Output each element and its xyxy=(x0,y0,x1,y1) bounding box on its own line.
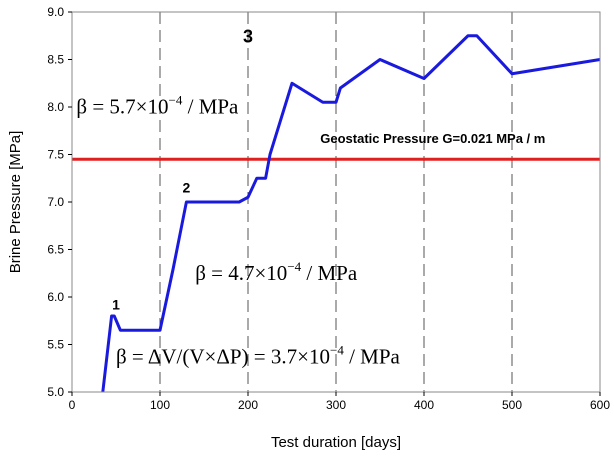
y-tick-label: 5.5 xyxy=(47,338,64,352)
x-tick-label: 100 xyxy=(150,398,170,412)
y-tick-label: 6.5 xyxy=(47,243,64,257)
formula-annotations: β = 5.7×10−4 / MPa β = 4.7×10−4 / MPa β = … xyxy=(76,93,400,369)
x-tick-label: 600 xyxy=(590,398,610,412)
y-tick-label: 8.0 xyxy=(47,100,64,114)
point-label-2: 2 xyxy=(183,180,191,196)
beta-annotation-2: β = 4.7×10−4 / MPa xyxy=(195,259,358,285)
series-group xyxy=(101,34,601,393)
x-axis-label: Test duration [days] xyxy=(271,434,401,451)
y-tick-label: 8.5 xyxy=(47,53,64,67)
axis-ticks: 0 100 200 300 400 500 600 5.0 5.5 6.0 6.5 7.0 7.5 8.0… xyxy=(47,5,610,412)
x-tick-label: 400 xyxy=(414,398,434,412)
point-labels: 1 2 3 xyxy=(112,26,253,312)
beta-annotation-1: β = 5.7×10−4 / MPa xyxy=(76,93,239,119)
y-tick-label: 5.0 xyxy=(47,385,64,399)
y-tick-label: 7.0 xyxy=(47,195,64,209)
point-label-1: 1 xyxy=(112,296,120,312)
y-tick-label: 9.0 xyxy=(47,5,64,19)
y-tick-label: 7.5 xyxy=(47,148,64,162)
x-tick-label: 0 xyxy=(69,398,76,412)
x-tick-label: 500 xyxy=(502,398,522,412)
reference-line-group: Geostatic Pressure G=0.021 MPa / m xyxy=(72,131,600,161)
point-label-3: 3 xyxy=(243,26,253,46)
x-tick-label: 200 xyxy=(238,398,258,412)
series-line xyxy=(101,34,601,393)
y-tick-label: 6.0 xyxy=(47,290,64,304)
x-tick-label: 300 xyxy=(326,398,346,412)
geostatic-pressure-label: Geostatic Pressure G=0.021 MPa / m xyxy=(320,131,545,146)
beta-annotation-3: β = ΔV/(V×ΔP) = 3.7×10−4 / MPa xyxy=(116,343,401,369)
y-axis-label: Brine Pressure [MPa] xyxy=(7,131,24,274)
